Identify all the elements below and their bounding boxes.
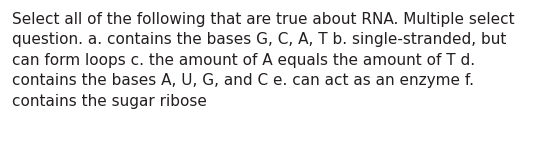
Text: Select all of the following that are true about RNA. Multiple select
question. a: Select all of the following that are tru… xyxy=(12,12,514,109)
